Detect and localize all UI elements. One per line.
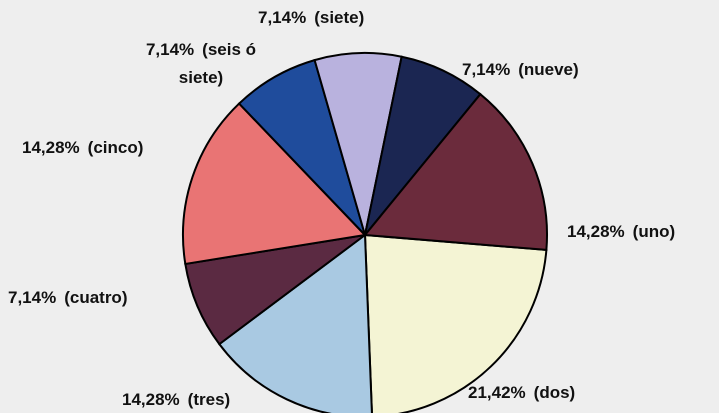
- category-label: (nueve): [518, 60, 579, 79]
- value-label: 21,42%: [468, 383, 526, 402]
- pie-slice: [363, 233, 548, 413]
- category-label: (cuatro): [64, 288, 128, 307]
- slice-label: 7,14% (siete): [258, 4, 364, 32]
- category-label: (dos): [533, 383, 576, 402]
- slice-label: 7,14% (cuatro): [8, 284, 127, 312]
- value-label: 7,14%: [258, 8, 307, 27]
- slice-label: 14,28% (cinco): [22, 134, 143, 162]
- pie-slice: [363, 92, 548, 251]
- value-label: 14,28%: [22, 138, 80, 157]
- value-label: 7,14%: [145, 40, 195, 59]
- category-label: (cinco): [87, 138, 144, 157]
- slice-label: 7,14% (seis ó siete): [128, 36, 274, 92]
- category-label: (seis ó siete): [178, 40, 257, 87]
- slice-label: 21,42% (dos): [468, 379, 575, 407]
- pie-slice: [217, 233, 373, 413]
- category-label: (tres): [187, 390, 231, 409]
- category-label: (uno): [632, 222, 676, 241]
- slice-label: 14,28% (tres): [122, 386, 230, 413]
- category-label: (siete): [314, 8, 365, 27]
- value-label: 14,28%: [567, 222, 625, 241]
- pie-slice: [182, 102, 368, 266]
- value-label: 14,28%: [122, 390, 180, 409]
- slice-label: 7,14% (nueve): [462, 56, 579, 84]
- value-label: 7,14%: [8, 288, 57, 307]
- slice-label: 14,28% (uno): [567, 218, 675, 246]
- value-label: 7,14%: [462, 60, 511, 79]
